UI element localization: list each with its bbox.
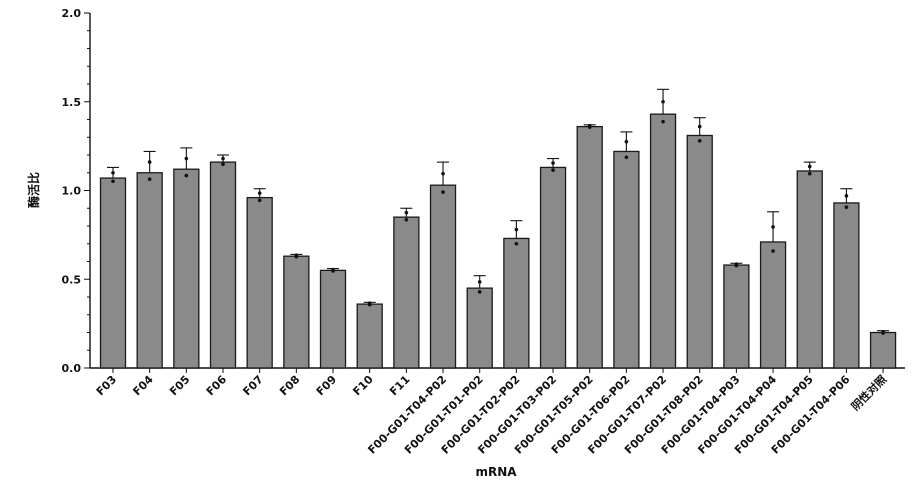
replicate-point	[111, 179, 115, 183]
bar-chart: 0.0 0.5 1.0 1.5 2.0 F03 F04 F05 F06 F07 F08 F09 F10 F…	[0, 0, 923, 485]
bar-f09	[321, 270, 346, 368]
replicate-point	[478, 280, 482, 284]
replicate-point	[698, 125, 702, 129]
replicate-point	[368, 303, 372, 307]
replicate-point	[515, 242, 519, 246]
replicate-point	[698, 139, 702, 143]
replicate-point	[148, 160, 152, 164]
replicate-point	[881, 331, 885, 335]
replicate-point	[405, 218, 409, 222]
bar-f03	[101, 178, 126, 368]
replicate-point	[661, 120, 665, 124]
y-tick-label: 1.0	[62, 185, 82, 198]
y-axis-title: 酶活比	[26, 172, 41, 208]
replicate-point	[771, 225, 775, 229]
x-tick-label: F06	[204, 373, 230, 399]
bar-阴性对照	[871, 333, 896, 369]
x-tick-label: F07	[240, 373, 265, 398]
y-tick-label: 2.0	[62, 7, 82, 20]
replicate-point	[625, 140, 629, 144]
bar-f00-g01-t04-p05	[797, 171, 822, 368]
bars	[101, 114, 896, 368]
bar-f00-g01-t08-p02	[687, 135, 712, 368]
x-axis-title: mRNA	[475, 465, 517, 479]
replicate-point	[808, 172, 812, 176]
bar-f00-g01-t07-p02	[651, 114, 676, 368]
replicate-point	[148, 177, 152, 181]
x-tick-label: F05	[167, 373, 192, 398]
replicate-point	[185, 174, 189, 178]
bar-f05	[174, 169, 199, 368]
replicate-point	[258, 191, 262, 195]
replicate-point	[221, 157, 225, 161]
replicate-point	[405, 211, 409, 215]
x-tick-label: F10	[350, 373, 376, 399]
bar-f10	[357, 304, 382, 368]
bar-f00-g01-t02-p02	[504, 238, 529, 368]
replicate-point	[185, 157, 189, 161]
replicate-point	[221, 162, 225, 166]
bar-f08	[284, 256, 309, 368]
replicate-point	[625, 156, 629, 160]
replicate-point	[771, 249, 775, 253]
replicate-point	[515, 228, 519, 232]
bar-f00-g01-t04-p06	[834, 203, 859, 368]
x-tick-label: 阴性对照	[848, 372, 889, 413]
replicate-point	[478, 290, 482, 294]
replicate-point	[588, 125, 592, 129]
x-tick-label: F08	[277, 373, 302, 398]
chart-svg: 0.0 0.5 1.0 1.5 2.0 F03 F04 F05 F06 F07 F08 F09 F10 F…	[0, 0, 923, 485]
replicate-point	[661, 100, 665, 104]
replicate-point	[441, 190, 445, 194]
replicate-point	[845, 194, 849, 198]
bar-f07	[247, 198, 272, 368]
replicate-point	[111, 171, 115, 175]
replicate-point	[295, 255, 299, 259]
bar-f06	[211, 162, 236, 368]
x-tick-label: F03	[94, 373, 119, 398]
y-tick-label: 0.0	[62, 362, 82, 375]
replicate-point	[808, 165, 812, 169]
replicate-point	[331, 269, 335, 273]
y-tick-label: 1.5	[62, 96, 82, 109]
replicate-point	[551, 168, 555, 172]
bar-f00-g01-t04-p02	[431, 185, 456, 368]
bar-f04	[137, 173, 162, 368]
replicate-point	[845, 205, 849, 209]
bar-f00-g01-t04-p04	[761, 242, 786, 368]
bar-f00-g01-t04-p03	[724, 265, 749, 368]
bar-f11	[394, 217, 419, 368]
bar-f00-g01-t06-p02	[614, 151, 639, 368]
bar-f00-g01-t05-p02	[577, 127, 602, 368]
bar-f00-g01-t03-p02	[541, 167, 566, 368]
replicate-point	[258, 198, 262, 202]
bar-f00-g01-t01-p02	[467, 288, 492, 368]
replicate-point	[441, 172, 445, 176]
x-tick-label: F11	[387, 373, 412, 398]
y-tick-label: 0.5	[62, 273, 82, 286]
replicate-point	[551, 161, 555, 165]
x-tick-label: F04	[130, 373, 156, 399]
replicate-point	[735, 264, 739, 268]
x-tick-label: F09	[314, 373, 339, 398]
